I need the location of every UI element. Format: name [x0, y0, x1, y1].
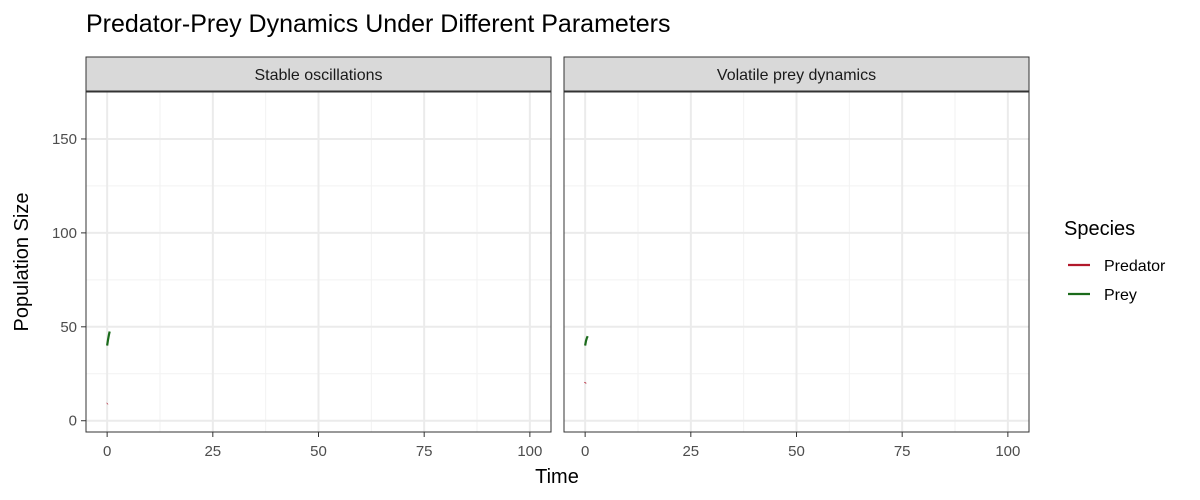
y-tick-label: 100: [52, 225, 77, 242]
strip-background: [563, 56, 1030, 92]
x-tick-label: 75: [894, 443, 911, 460]
y-tick-label: 150: [52, 131, 77, 148]
panel-2: Volatile prey dynamics 0 25 50 75 100: [563, 56, 1030, 460]
chart-title: Predator-Prey Dynamics Under Different P…: [86, 10, 670, 38]
x-tick-label: 100: [995, 443, 1020, 460]
x-tick-label: 50: [788, 443, 805, 460]
x-tick-label: 100: [517, 443, 542, 460]
y-tick-label: 50: [60, 319, 77, 336]
x-tick-label: 50: [310, 443, 327, 460]
legend-label-predator: Predator: [1104, 258, 1166, 275]
x-tick-label: 0: [581, 443, 589, 460]
x-tick-label: 75: [416, 443, 433, 460]
legend-title: Species: [1064, 218, 1135, 240]
y-tick-label: 0: [69, 413, 77, 430]
legend: Species Predator Prey: [1064, 218, 1166, 304]
strip-label: Volatile prey dynamics: [717, 67, 876, 84]
x-tick-label: 0: [103, 443, 111, 460]
panel-1: Stable oscillations 0 25 50 75 100 0 50 100 150: [52, 56, 552, 460]
legend-items: Predator Prey: [1068, 258, 1166, 304]
series-line-prey: [584, 335, 589, 346]
series-line-prey: [106, 331, 111, 346]
y-axis-title: Population Size: [11, 193, 33, 332]
panels: Stable oscillations 0 25 50 75 100 0 50 100 150 Vo…: [52, 56, 1030, 460]
strip-background: [85, 56, 552, 92]
strip-label: Stable oscillations: [254, 67, 382, 84]
x-tick-label: 25: [682, 443, 699, 460]
x-axis-title: Time: [535, 466, 579, 488]
legend-label-prey: Prey: [1104, 287, 1137, 304]
x-tick-label: 25: [204, 443, 221, 460]
